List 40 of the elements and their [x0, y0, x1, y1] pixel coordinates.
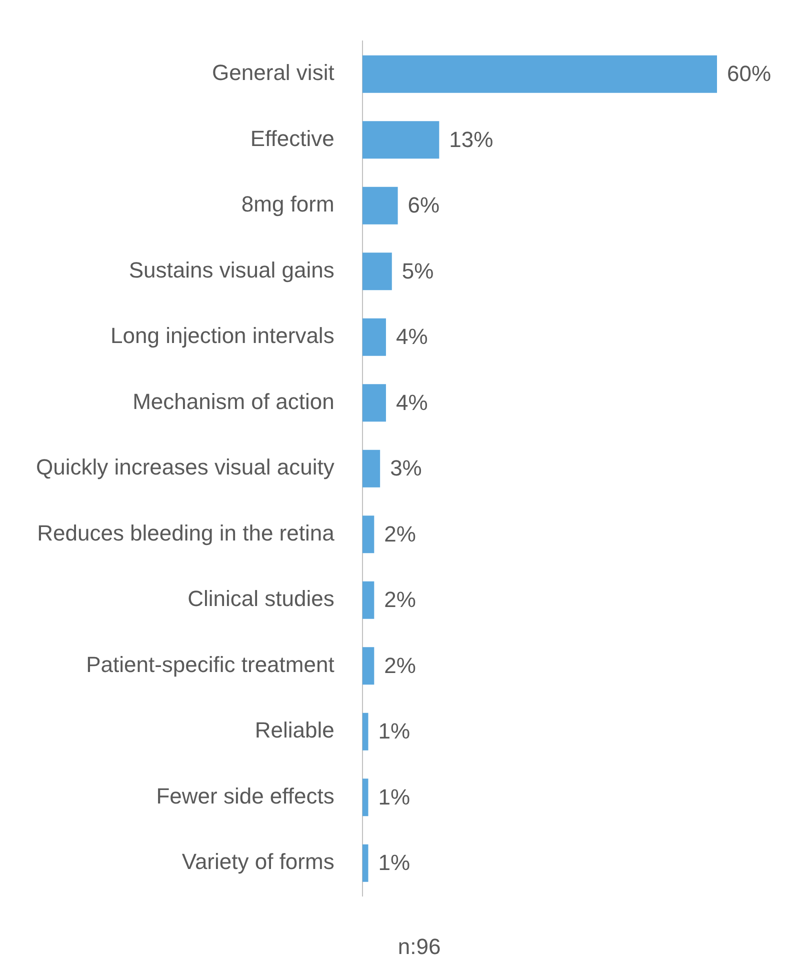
y-tick-label: Reduces bleeding in the retina — [37, 520, 336, 546]
data-label: 2% — [384, 587, 416, 612]
data-label: 1% — [378, 850, 410, 876]
y-tick-label: Mechanism of action — [132, 388, 334, 414]
data-label: 4% — [396, 324, 428, 350]
bar — [362, 844, 368, 882]
data-label: 5% — [402, 258, 434, 284]
bar — [362, 778, 368, 816]
bar — [362, 318, 386, 356]
data-label: 6% — [408, 192, 440, 218]
data-label: 60% — [727, 61, 772, 86]
bar — [362, 581, 374, 619]
y-tick-label: 8mg form — [241, 192, 334, 217]
y-tick-label: General visit — [212, 60, 334, 86]
y-tick-label: Effective — [250, 126, 334, 151]
data-label: 3% — [390, 456, 422, 481]
y-tick-label: Reliable — [254, 718, 334, 743]
data-label: 13% — [449, 126, 494, 152]
bar — [362, 121, 440, 159]
text: n:96 — [398, 934, 441, 958]
y-tick-label: Fewer side effects — [156, 783, 334, 808]
y-tick-label: Patient-specific treatment — [86, 652, 334, 677]
bar — [362, 516, 374, 554]
data-label: 2% — [384, 652, 416, 678]
data-label: 2% — [384, 521, 416, 546]
data-label: 1% — [378, 784, 410, 810]
bar — [362, 712, 368, 750]
bar — [362, 252, 392, 290]
bar — [362, 647, 374, 685]
bar — [362, 384, 386, 422]
y-tick-label: Clinical studies — [188, 586, 334, 612]
bar — [362, 55, 717, 93]
y-tick-label: Quickly increases visual acuity — [36, 454, 334, 480]
y-tick-label: Variety of forms — [182, 849, 334, 874]
data-label: 4% — [396, 390, 428, 415]
y-tick-label: Long injection intervals — [110, 323, 334, 348]
data-label: 1% — [378, 718, 410, 744]
bar — [362, 186, 398, 224]
bar — [362, 450, 380, 488]
y-tick-label: Sustains visual gains — [128, 257, 334, 282]
